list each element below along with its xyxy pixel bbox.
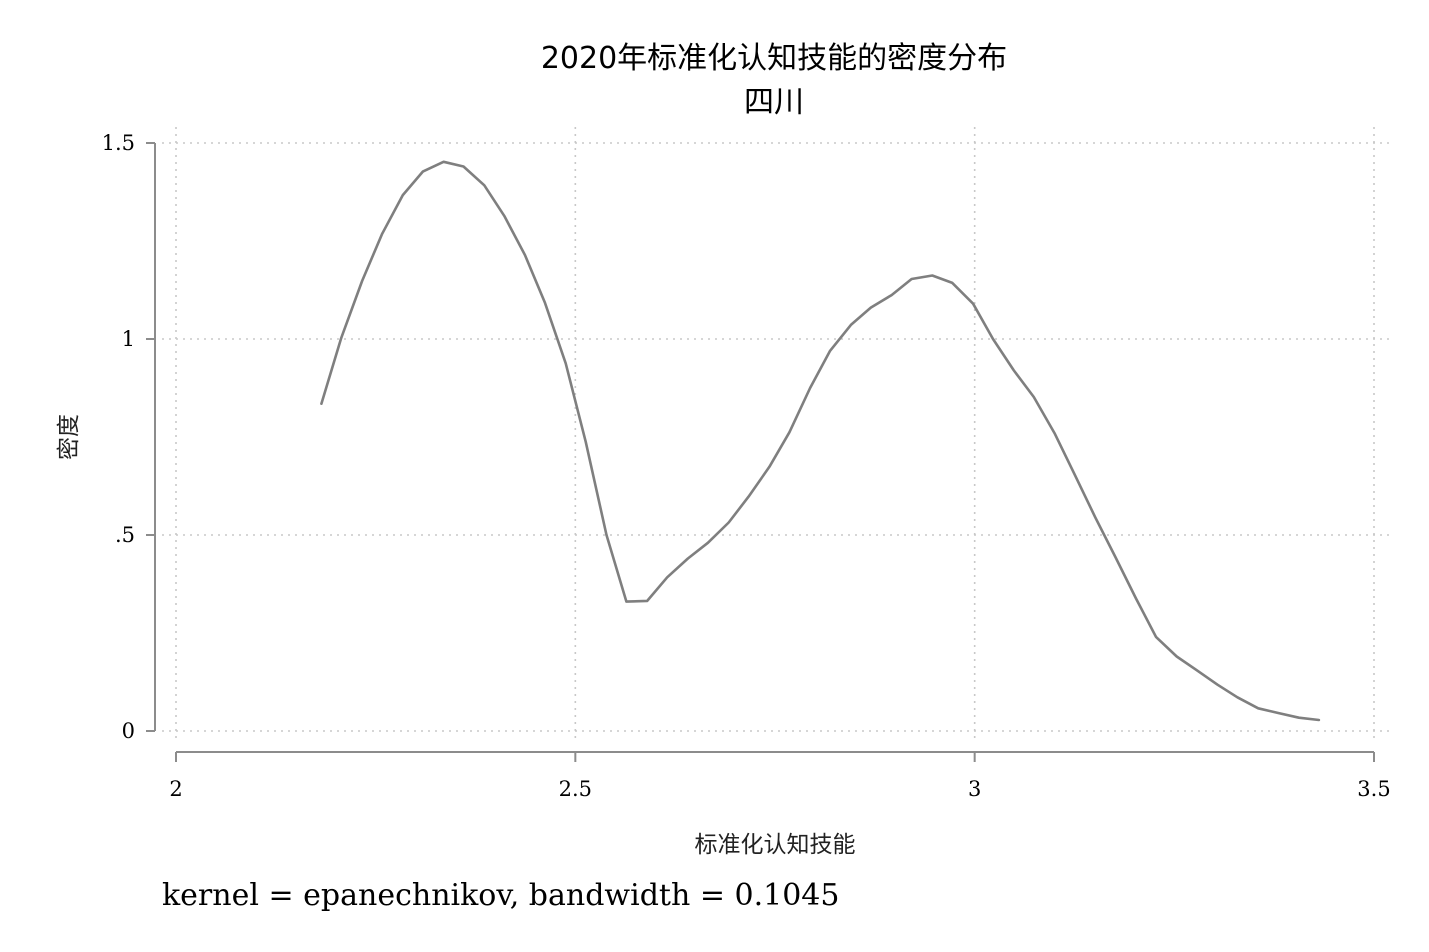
chart-subtitle: 四川 <box>744 85 804 120</box>
y-axis-label: 密度 <box>56 414 82 460</box>
x-tick-label: 2 <box>169 777 182 801</box>
gridlines <box>162 127 1392 740</box>
y-tick-label: 0 <box>122 719 135 743</box>
density-line <box>320 160 1321 722</box>
x-axis-label: 标准化认知技能 <box>695 832 856 858</box>
axes <box>146 142 1375 762</box>
y-tick-label: 1 <box>122 327 135 351</box>
x-tick-label: 3 <box>968 777 981 801</box>
x-tick-label: 2.5 <box>559 777 592 801</box>
y-tick-label: .5 <box>115 523 135 547</box>
x-tick-label: 3.5 <box>1357 777 1390 801</box>
kernel-note: kernel = epanechnikov, bandwidth = 0.104… <box>162 878 839 913</box>
series-lines <box>320 160 1321 722</box>
y-tick-label: 1.5 <box>102 131 135 155</box>
chart-title: 2020年标准化认知技能的密度分布 <box>541 41 1007 76</box>
tick-labels: 0 .5 1 1.5 2 2.5 3 3.5 <box>102 131 1391 801</box>
